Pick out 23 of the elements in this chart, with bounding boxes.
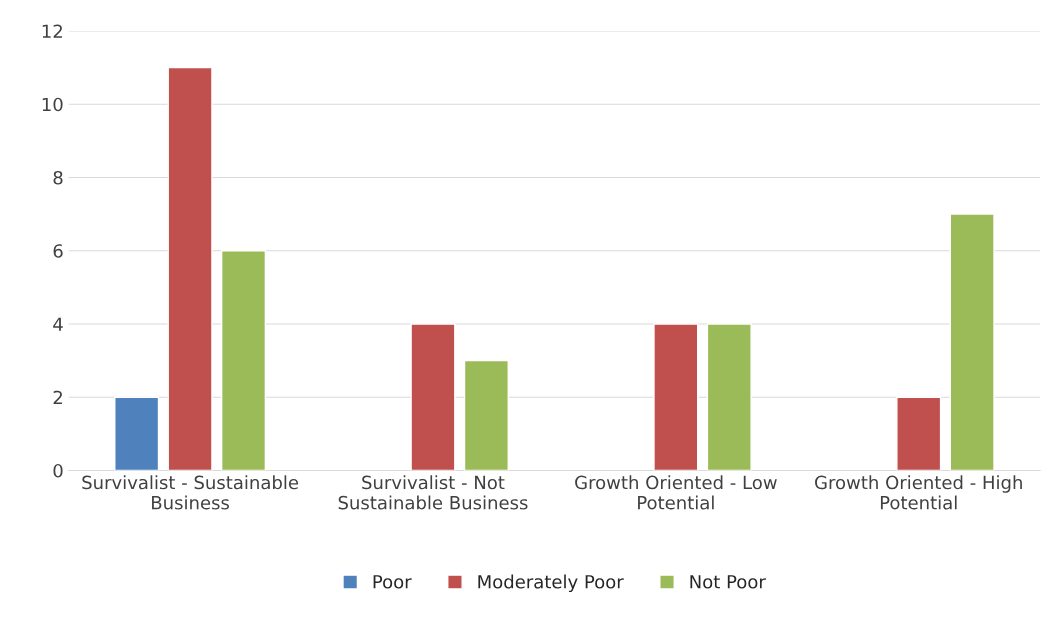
legend-label: Poor [373, 575, 412, 589]
bar [167, 66, 213, 471]
y-tick-label: 10 [42, 97, 63, 112]
bar [220, 250, 267, 471]
x-tick-label: Survivalist - Sustainable Business [82, 475, 299, 510]
bar [949, 213, 995, 471]
bar [653, 323, 699, 471]
legend-label: Not Poor [690, 575, 766, 589]
y-tick-label: 6 [53, 244, 63, 258]
y-tick-label: 2 [53, 390, 62, 405]
y-tick-label: 8 [53, 170, 63, 185]
x-tick-label: Growth Oriented - Low Potential [575, 475, 777, 510]
y-tick-label: 4 [53, 317, 63, 331]
bar [463, 359, 509, 471]
bar [114, 396, 160, 471]
y-tick-label: 0 [53, 463, 63, 478]
bar [896, 396, 942, 471]
x-tick-label: Survivalist - Not Sustainable Business [338, 475, 528, 510]
y-tick-label: 12 [42, 24, 62, 38]
bar [706, 323, 752, 471]
bar [410, 323, 456, 471]
legend-label: Moderately Poor [478, 574, 624, 593]
x-tick-label: Growth Oriented - High Potential [815, 475, 1022, 510]
